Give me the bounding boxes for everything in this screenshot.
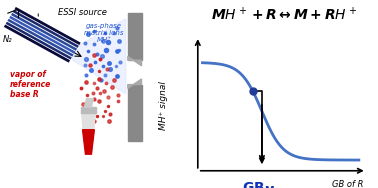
Polygon shape [82, 130, 94, 154]
Text: $\boldsymbol{MH^+ + R \leftrightarrow M + RH^+}$: $\boldsymbol{MH^+ + R \leftrightarrow M … [211, 6, 358, 24]
Text: $\mathbf{GB}_\mathbf{M}$: $\mathbf{GB}_\mathbf{M}$ [242, 180, 275, 188]
Polygon shape [73, 19, 126, 94]
Text: ESSI source: ESSI source [58, 8, 107, 17]
Text: gas-phase
matrix ions
MH⁺: gas-phase matrix ions MH⁺ [84, 23, 124, 42]
Text: GB of R: GB of R [332, 180, 364, 188]
Text: vapor of
reference
base R: vapor of reference base R [10, 70, 51, 99]
Polygon shape [82, 113, 95, 154]
Polygon shape [81, 107, 96, 113]
Polygon shape [128, 13, 141, 60]
Polygon shape [128, 79, 141, 88]
Polygon shape [85, 99, 93, 107]
Polygon shape [128, 85, 141, 141]
Text: N₂: N₂ [3, 35, 12, 44]
Text: MH⁺ signal: MH⁺ signal [159, 81, 168, 130]
Polygon shape [128, 56, 141, 66]
